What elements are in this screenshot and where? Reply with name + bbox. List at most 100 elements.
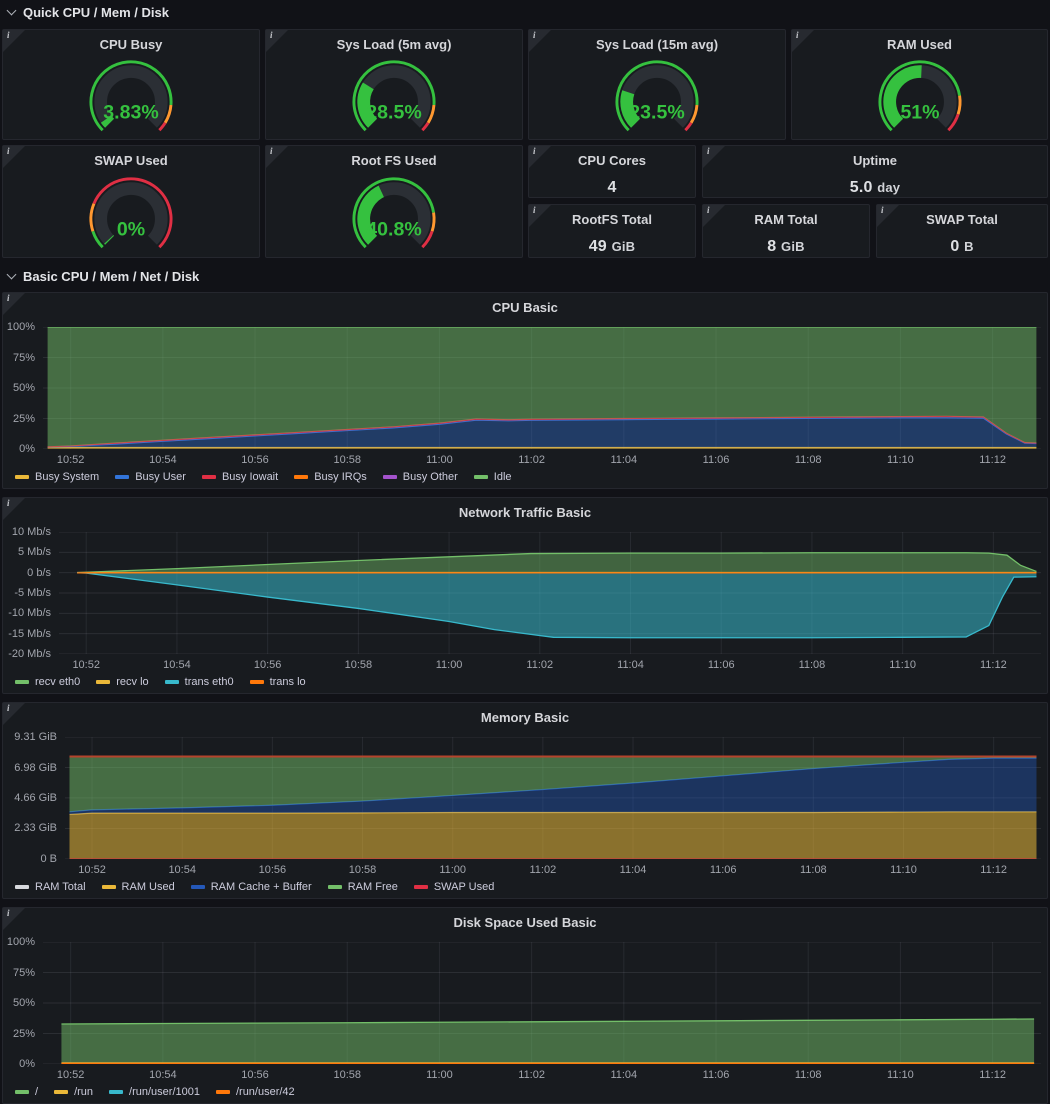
legend-item--run-user-1001[interactable]: /run/user/1001 (109, 1086, 200, 1098)
x-tick-label: 11:06 (698, 864, 748, 876)
panel-info-icon[interactable]: i (703, 146, 725, 168)
gauge-svg: 51% (861, 53, 979, 139)
panel-title[interactable]: Uptime (703, 146, 1047, 170)
legend-swatch (96, 680, 110, 684)
panel-info-icon[interactable]: i (3, 498, 25, 520)
panel-title[interactable]: CPU Busy (3, 30, 259, 54)
panel-title[interactable]: CPU Cores (529, 146, 695, 170)
panel-info-icon[interactable]: i (3, 293, 25, 315)
legend-swatch (294, 475, 308, 479)
x-tick-label: 11:08 (788, 864, 838, 876)
x-tick-label: 11:02 (515, 659, 565, 671)
panel-swap-used: i SWAP Used 0% (2, 145, 260, 258)
panel-title[interactable]: RAM Used (792, 30, 1047, 54)
legend-item-busy-iowait[interactable]: Busy Iowait (202, 471, 278, 483)
x-tick-label: 11:02 (518, 864, 568, 876)
legend-label: Idle (494, 471, 512, 483)
panel-title[interactable]: SWAP Used (3, 146, 259, 170)
legend-swatch (414, 885, 428, 889)
x-tick-label: 10:58 (338, 864, 388, 876)
legend-item-ram-used[interactable]: RAM Used (102, 881, 175, 893)
panel-title[interactable]: Root FS Used (266, 146, 522, 170)
x-tick-label: 11:04 (608, 864, 658, 876)
legend-swatch (15, 1090, 29, 1094)
panel-title[interactable]: Network Traffic Basic (3, 498, 1047, 522)
gauge-svg: 23.5% (598, 53, 716, 139)
panel-title[interactable]: Sys Load (15m avg) (529, 30, 785, 54)
panel-info-icon[interactable]: i (3, 703, 25, 725)
panel-info-icon[interactable]: i (792, 30, 814, 52)
panel-title[interactable]: Disk Space Used Basic (3, 908, 1047, 932)
y-tick-label: 50% (3, 382, 35, 394)
legend-swatch (15, 475, 29, 479)
legend-label: RAM Used (122, 881, 175, 893)
x-tick-label: 10:58 (333, 659, 383, 671)
y-tick-label: 100% (3, 936, 35, 948)
gauge-svg: 40.8% (335, 170, 453, 256)
panel-uptime: i Uptime 5.0 day (702, 145, 1048, 198)
x-tick-label: 10:54 (152, 659, 202, 671)
panel-title[interactable]: Memory Basic (3, 703, 1047, 727)
panel-title[interactable]: RAM Total (703, 205, 869, 229)
panel-rootfs-total: i RootFS Total 49 GiB (528, 204, 696, 258)
panel-info-icon[interactable]: i (529, 30, 551, 52)
panel-title[interactable]: RootFS Total (529, 205, 695, 229)
legend-item--run-user-42[interactable]: /run/user/42 (216, 1086, 295, 1098)
legend-label: RAM Free (348, 881, 398, 893)
panel-info-icon[interactable]: i (703, 205, 725, 227)
x-tick-label: 11:10 (879, 864, 929, 876)
x-tick-label: 11:00 (424, 659, 474, 671)
x-tick-label: 11:12 (969, 864, 1019, 876)
x-tick-label: 10:52 (61, 659, 111, 671)
panel-title[interactable]: SWAP Total (877, 205, 1047, 229)
chart-plot-area[interactable] (43, 942, 1041, 1064)
chart-legend: Busy System Busy User Busy Iowait Busy IRQs… (15, 471, 512, 483)
panel-info-icon[interactable]: i (266, 146, 288, 168)
legend-item-ram-free[interactable]: RAM Free (328, 881, 398, 893)
panel-info-icon[interactable]: i (3, 908, 25, 930)
stat-value: 0 B (877, 238, 1047, 256)
panel-disk-space-used-basic: i Disk Space Used Basic 0%25%50%75%100%1… (2, 907, 1048, 1104)
panel-info-icon[interactable]: i (3, 146, 25, 168)
section-header-quick-cpu-mem-disk[interactable]: Quick CPU / Mem / Disk (0, 0, 1050, 24)
panel-title[interactable]: Sys Load (5m avg) (266, 30, 522, 54)
y-tick-label: 5 Mb/s (3, 546, 51, 558)
legend-item-busy-irqs[interactable]: Busy IRQs (294, 471, 367, 483)
chart-plot-area[interactable] (59, 532, 1041, 654)
legend-item-ram-cache-buffer[interactable]: RAM Cache + Buffer (191, 881, 312, 893)
sys-load-15m-gauge: 23.5% (529, 54, 785, 137)
legend-item-swap-used[interactable]: SWAP Used (414, 881, 495, 893)
panel-info-icon[interactable]: i (529, 205, 551, 227)
x-tick-label: 11:00 (414, 1069, 464, 1081)
stat-value: 4 (529, 179, 695, 197)
panel-title[interactable]: CPU Basic (3, 293, 1047, 317)
legend-label: /run/user/42 (236, 1086, 295, 1098)
panel-info-icon[interactable]: i (266, 30, 288, 52)
legend-item--[interactable]: / (15, 1086, 38, 1098)
legend-item-idle[interactable]: Idle (474, 471, 512, 483)
legend-item-recv-eth0[interactable]: recv eth0 (15, 676, 80, 688)
legend-swatch (216, 1090, 230, 1094)
gauge-value: 40.8% (366, 218, 421, 240)
y-tick-label: 25% (3, 1028, 35, 1040)
legend-item-ram-total[interactable]: RAM Total (15, 881, 86, 893)
legend-item-recv-lo[interactable]: recv lo (96, 676, 148, 688)
chart-plot-area[interactable] (65, 737, 1041, 859)
legend-label: /run (74, 1086, 93, 1098)
gauge-svg: 28.5% (335, 53, 453, 139)
y-tick-label: 0% (3, 443, 35, 455)
legend-item-busy-other[interactable]: Busy Other (383, 471, 458, 483)
panel-info-icon[interactable]: i (529, 146, 551, 168)
legend-item--run[interactable]: /run (54, 1086, 93, 1098)
y-tick-label: 75% (3, 352, 35, 364)
chart-plot-area[interactable] (43, 327, 1041, 449)
legend-item-busy-user[interactable]: Busy User (115, 471, 186, 483)
legend-item-trans-lo[interactable]: trans lo (250, 676, 306, 688)
gauge-value: 0% (117, 218, 145, 240)
panel-network-traffic-basic: i Network Traffic Basic 10 Mb/s5 Mb/s0 b… (2, 497, 1048, 694)
panel-info-icon[interactable]: i (3, 30, 25, 52)
section-header-basic-cpu-mem-net-disk[interactable]: Basic CPU / Mem / Net / Disk (0, 264, 1050, 288)
legend-item-busy-system[interactable]: Busy System (15, 471, 99, 483)
legend-item-trans-eth0[interactable]: trans eth0 (165, 676, 234, 688)
panel-info-icon[interactable]: i (877, 205, 899, 227)
